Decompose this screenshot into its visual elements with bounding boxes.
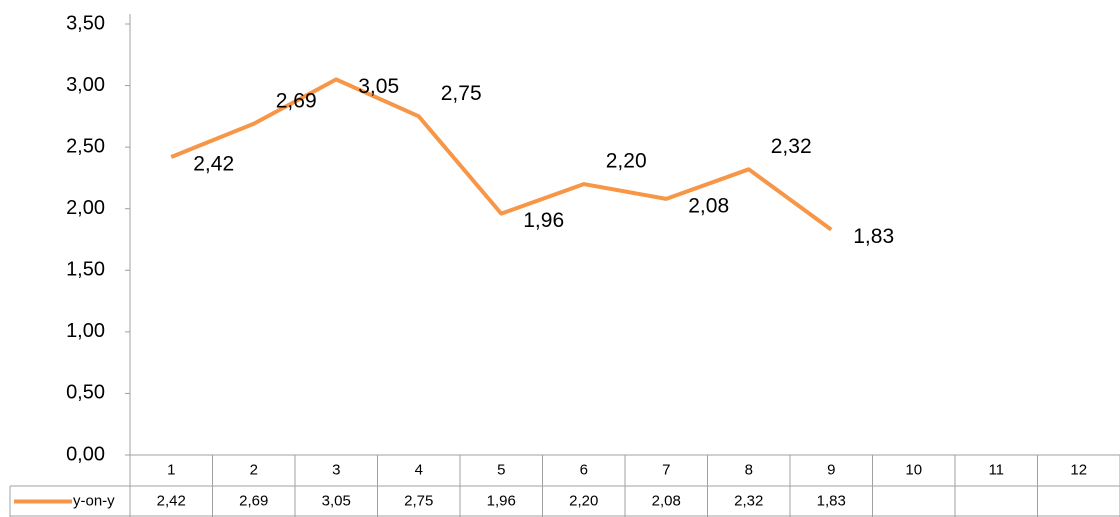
x-tick-label: 1 — [167, 461, 175, 478]
x-tick-label: 5 — [497, 461, 505, 478]
y-tick-label: 2,00 — [66, 197, 105, 219]
data-label: 2,08 — [688, 194, 729, 217]
data-label: 3,05 — [358, 75, 399, 98]
table-value: 2,75 — [404, 492, 433, 509]
table-value: 2,69 — [239, 492, 268, 509]
table-value: 1,83 — [817, 492, 846, 509]
y-tick-label: 2,50 — [66, 135, 105, 157]
data-label: 2,42 — [193, 153, 234, 176]
y-tick-label: 1,50 — [66, 259, 105, 281]
x-tick-label: 12 — [1070, 461, 1087, 478]
table-value: 2,32 — [734, 492, 763, 509]
data-label: 2,75 — [441, 82, 482, 105]
legend-label: y-on-y — [73, 492, 115, 509]
x-tick-label: 4 — [415, 461, 423, 478]
y-tick-label: 0,00 — [66, 443, 105, 465]
x-tick-label: 3 — [332, 461, 340, 478]
table-value: 1,96 — [487, 492, 516, 509]
y-tick-label: 3,00 — [66, 74, 105, 96]
data-label: 1,83 — [853, 225, 894, 248]
data-label: 2,20 — [606, 150, 647, 173]
series-line — [170, 77, 833, 232]
y-tick-label: 1,00 — [66, 320, 105, 342]
data-label: 2,32 — [771, 135, 812, 158]
y-tick-label: 3,50 — [66, 12, 105, 34]
x-tick-label: 7 — [662, 461, 670, 478]
table-value: 2,42 — [157, 492, 186, 509]
y-tick-label: 0,50 — [66, 382, 105, 404]
x-tick-label: 11 — [988, 461, 1004, 478]
table-value: 2,08 — [652, 492, 681, 509]
data-label: 1,96 — [523, 209, 564, 232]
x-tick-label: 8 — [745, 461, 753, 478]
x-tick-label: 6 — [580, 461, 588, 478]
x-tick-label: 9 — [827, 461, 835, 478]
x-tick-label: 10 — [905, 461, 922, 478]
data-label: 2,69 — [276, 89, 317, 112]
table-value: 2,20 — [569, 492, 598, 509]
table-value: 3,05 — [322, 492, 351, 509]
x-tick-label: 2 — [250, 461, 258, 478]
